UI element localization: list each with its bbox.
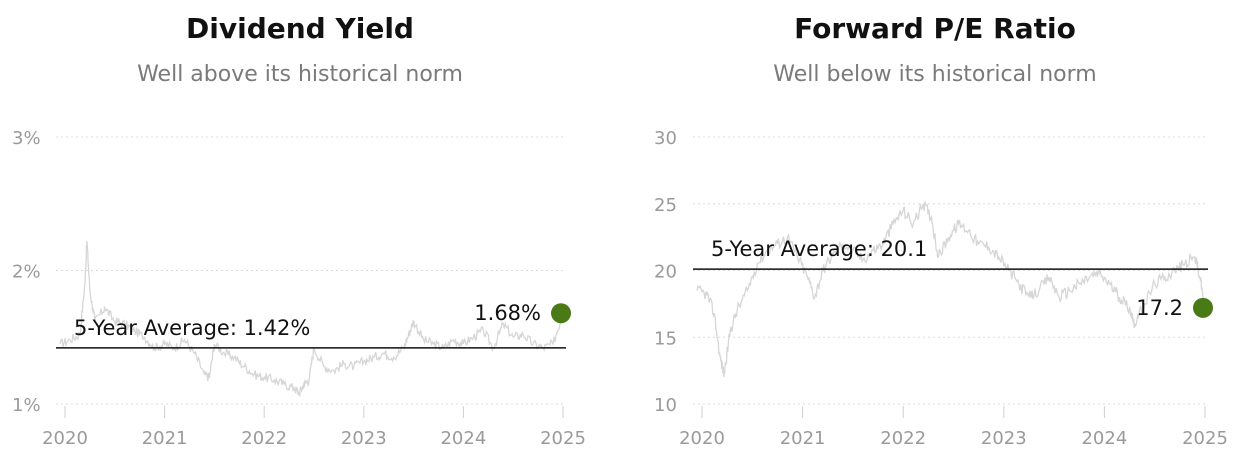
x-tick-label: 2023 — [981, 428, 1027, 449]
chart-title: Forward P/E Ratio — [794, 12, 1076, 45]
x-tick-label: 2020 — [679, 428, 725, 449]
forward-pe-chart: Forward P/E Ratio Well below its histori… — [635, 0, 1235, 466]
x-tick-label: 2021 — [780, 428, 826, 449]
x-tick-label: 2024 — [1081, 428, 1127, 449]
y-tick-label: 30 — [654, 128, 677, 149]
x-tick-label: 2025 — [540, 428, 586, 449]
x-tick-label: 2025 — [1182, 428, 1228, 449]
y-tick-label: 2% — [12, 262, 41, 283]
chart-subtitle: Well above its historical norm — [137, 62, 463, 87]
y-tick-label: 10 — [654, 395, 677, 416]
dividend-yield-chart: Dividend Yield Well above its historical… — [0, 0, 600, 466]
dividend-yield-plot: 3% 2% 1%2020 2021 2022 2023 2024 2025 5-Year Ave… — [12, 128, 586, 449]
current-value-marker — [551, 303, 571, 324]
y-tick-label: 1% — [12, 395, 41, 416]
chart-title: Dividend Yield — [186, 12, 414, 45]
x-tick-label: 2021 — [142, 428, 188, 449]
x-tick-label: 2022 — [880, 428, 926, 449]
current-value-label: 1.68% — [474, 301, 541, 325]
x-tick-label: 2022 — [241, 428, 287, 449]
y-tick-label: 25 — [654, 195, 677, 216]
current-value-label: 17.2 — [1136, 296, 1183, 320]
y-tick-label: 15 — [654, 328, 677, 349]
current-value-marker — [1193, 297, 1213, 318]
chart-subtitle: Well below its historical norm — [773, 62, 1097, 87]
x-tick-label: 2024 — [440, 428, 486, 449]
series-line — [59, 241, 564, 397]
y-tick-label: 3% — [12, 128, 41, 149]
average-label: 5-Year Average: 1.42% — [74, 316, 310, 340]
series-line — [696, 201, 1206, 377]
x-tick-label: 2023 — [341, 428, 387, 449]
y-tick-label: 20 — [654, 262, 677, 283]
average-label: 5-Year Average: 20.1 — [711, 237, 927, 261]
x-tick-label: 2020 — [42, 428, 88, 449]
